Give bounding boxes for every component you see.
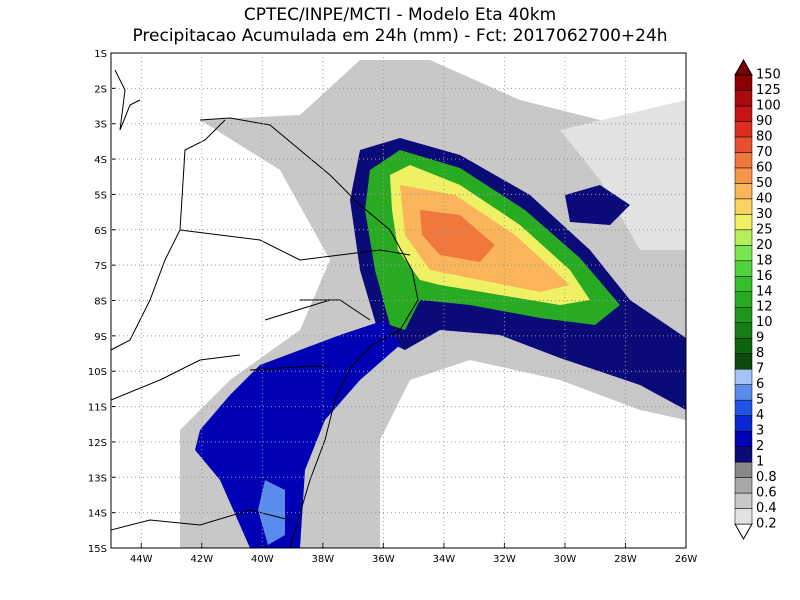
lat-label: 9S xyxy=(94,332,107,343)
colorbar-cap xyxy=(734,58,753,76)
colorbar-segment xyxy=(734,136,753,153)
colorbar-segment xyxy=(734,461,753,478)
colorbar-label: 40 xyxy=(756,191,773,206)
precip-field xyxy=(180,60,686,548)
colorbar-label: 4 xyxy=(756,408,764,423)
islands xyxy=(114,69,141,131)
title-line: Precipitacao Acumulada em 24h (mm) - Fct… xyxy=(132,26,667,46)
precip-blue xyxy=(195,320,400,548)
colorbar-label: 125 xyxy=(756,83,781,98)
colorbar-label: 20 xyxy=(756,238,773,253)
colorbar-label: 60 xyxy=(756,160,773,175)
colorbar: 0.20.40.60.81234567891012141618202530405… xyxy=(734,58,781,541)
colorbar-segment xyxy=(734,477,753,494)
colorbar-label: 6 xyxy=(756,377,764,392)
colorbar-segment xyxy=(734,152,753,169)
lon-label: 42W xyxy=(190,554,213,565)
lat-label: 6S xyxy=(94,226,107,237)
colorbar-segment xyxy=(734,245,753,262)
colorbar-label: 50 xyxy=(756,176,773,191)
colorbar-cap xyxy=(734,523,753,541)
colorbar-segment xyxy=(734,446,753,463)
colorbar-segment xyxy=(734,276,753,293)
colorbar-segment xyxy=(734,121,753,138)
colorbar-label: 1 xyxy=(756,455,764,470)
colorbar-label: 10 xyxy=(756,315,773,330)
colorbar-label: 7 xyxy=(756,362,764,377)
lat-label: 13S xyxy=(88,473,107,484)
colorbar-segment xyxy=(734,492,753,509)
colorbar-label: 2 xyxy=(756,439,764,454)
coastline xyxy=(199,117,419,548)
colorbar-label: 18 xyxy=(756,253,773,268)
lon-label: 34W xyxy=(433,554,456,565)
precip-orange-dark xyxy=(420,210,495,262)
colorbar-segment xyxy=(734,415,753,432)
lat-label: 8S xyxy=(94,297,107,308)
colorbar-segment xyxy=(734,322,753,339)
lat-label: 3S xyxy=(94,120,107,131)
lat-label: 14S xyxy=(88,509,107,520)
lat-label: 1S xyxy=(94,49,107,60)
precip-blue xyxy=(565,185,630,225)
colorbar-label: 0.6 xyxy=(756,486,777,501)
colorbar-segment xyxy=(734,306,753,323)
title-line: CPTEC/INPE/MCTI - Modelo Eta 40km xyxy=(244,5,556,25)
colorbar-label: 0.8 xyxy=(756,470,777,485)
lat-label: 11S xyxy=(88,403,107,414)
colorbar-segment xyxy=(734,167,753,184)
colorbar-segment xyxy=(734,384,753,401)
colorbar-segment xyxy=(734,214,753,231)
colorbar-label: 16 xyxy=(756,269,773,284)
colorbar-segment xyxy=(734,508,753,525)
colorbar-label: 5 xyxy=(756,393,764,408)
colorbar-label: 25 xyxy=(756,222,773,237)
colorbar-label: 3 xyxy=(756,424,764,439)
lon-label: 38W xyxy=(312,554,335,565)
colorbar-segment xyxy=(734,105,753,122)
colorbar-segment xyxy=(734,353,753,370)
colorbar-segment xyxy=(734,229,753,246)
lon-label: 40W xyxy=(251,554,274,565)
colorbar-segment xyxy=(734,260,753,277)
colorbar-segment xyxy=(734,430,753,447)
colorbar-segment xyxy=(734,337,753,354)
lat-label: 4S xyxy=(94,155,107,166)
lat-label: 15S xyxy=(88,544,107,555)
lon-label: 36W xyxy=(372,554,395,565)
lat-label: 5S xyxy=(94,190,107,201)
colorbar-label: 90 xyxy=(756,114,773,129)
colorbar-label: 0.4 xyxy=(756,501,777,516)
colorbar-segment xyxy=(734,183,753,200)
colorbar-segment xyxy=(734,291,753,308)
lon-label: 44W xyxy=(130,554,153,565)
colorbar-label: 14 xyxy=(756,284,773,299)
colorbar-label: 70 xyxy=(756,145,773,160)
colorbar-label: 100 xyxy=(756,98,781,113)
colorbar-segment xyxy=(734,198,753,215)
colorbar-segment xyxy=(734,399,753,416)
colorbar-label: 0.2 xyxy=(756,517,777,532)
lat-label: 10S xyxy=(88,367,107,378)
colorbar-label: 12 xyxy=(756,300,773,315)
colorbar-label: 8 xyxy=(756,346,764,361)
lon-label: 26W xyxy=(675,554,698,565)
colorbar-label: 80 xyxy=(756,129,773,144)
colorbar-segment xyxy=(734,90,753,107)
lat-label: 2S xyxy=(94,84,107,95)
colorbar-label: 9 xyxy=(756,331,764,346)
colorbar-label: 150 xyxy=(756,68,781,83)
lat-label: 12S xyxy=(88,438,107,449)
colorbar-segment xyxy=(734,368,753,385)
colorbar-label: 30 xyxy=(756,207,773,222)
precip-gray-light xyxy=(560,100,686,250)
colorbar-segment xyxy=(734,74,753,91)
lon-label: 28W xyxy=(614,554,637,565)
lon-axis: 44W 42W 40W 38W 36W 34W 32W 30W 28W 26W xyxy=(130,53,697,565)
lat-label: 7S xyxy=(94,261,107,272)
lon-label: 32W xyxy=(493,554,516,565)
lat-axis: 1S 2S 3S 4S 5S 6S 7S 8S 9S 10S 11S 12S 13S 14S 15S xyxy=(88,49,686,555)
lon-label: 30W xyxy=(554,554,577,565)
